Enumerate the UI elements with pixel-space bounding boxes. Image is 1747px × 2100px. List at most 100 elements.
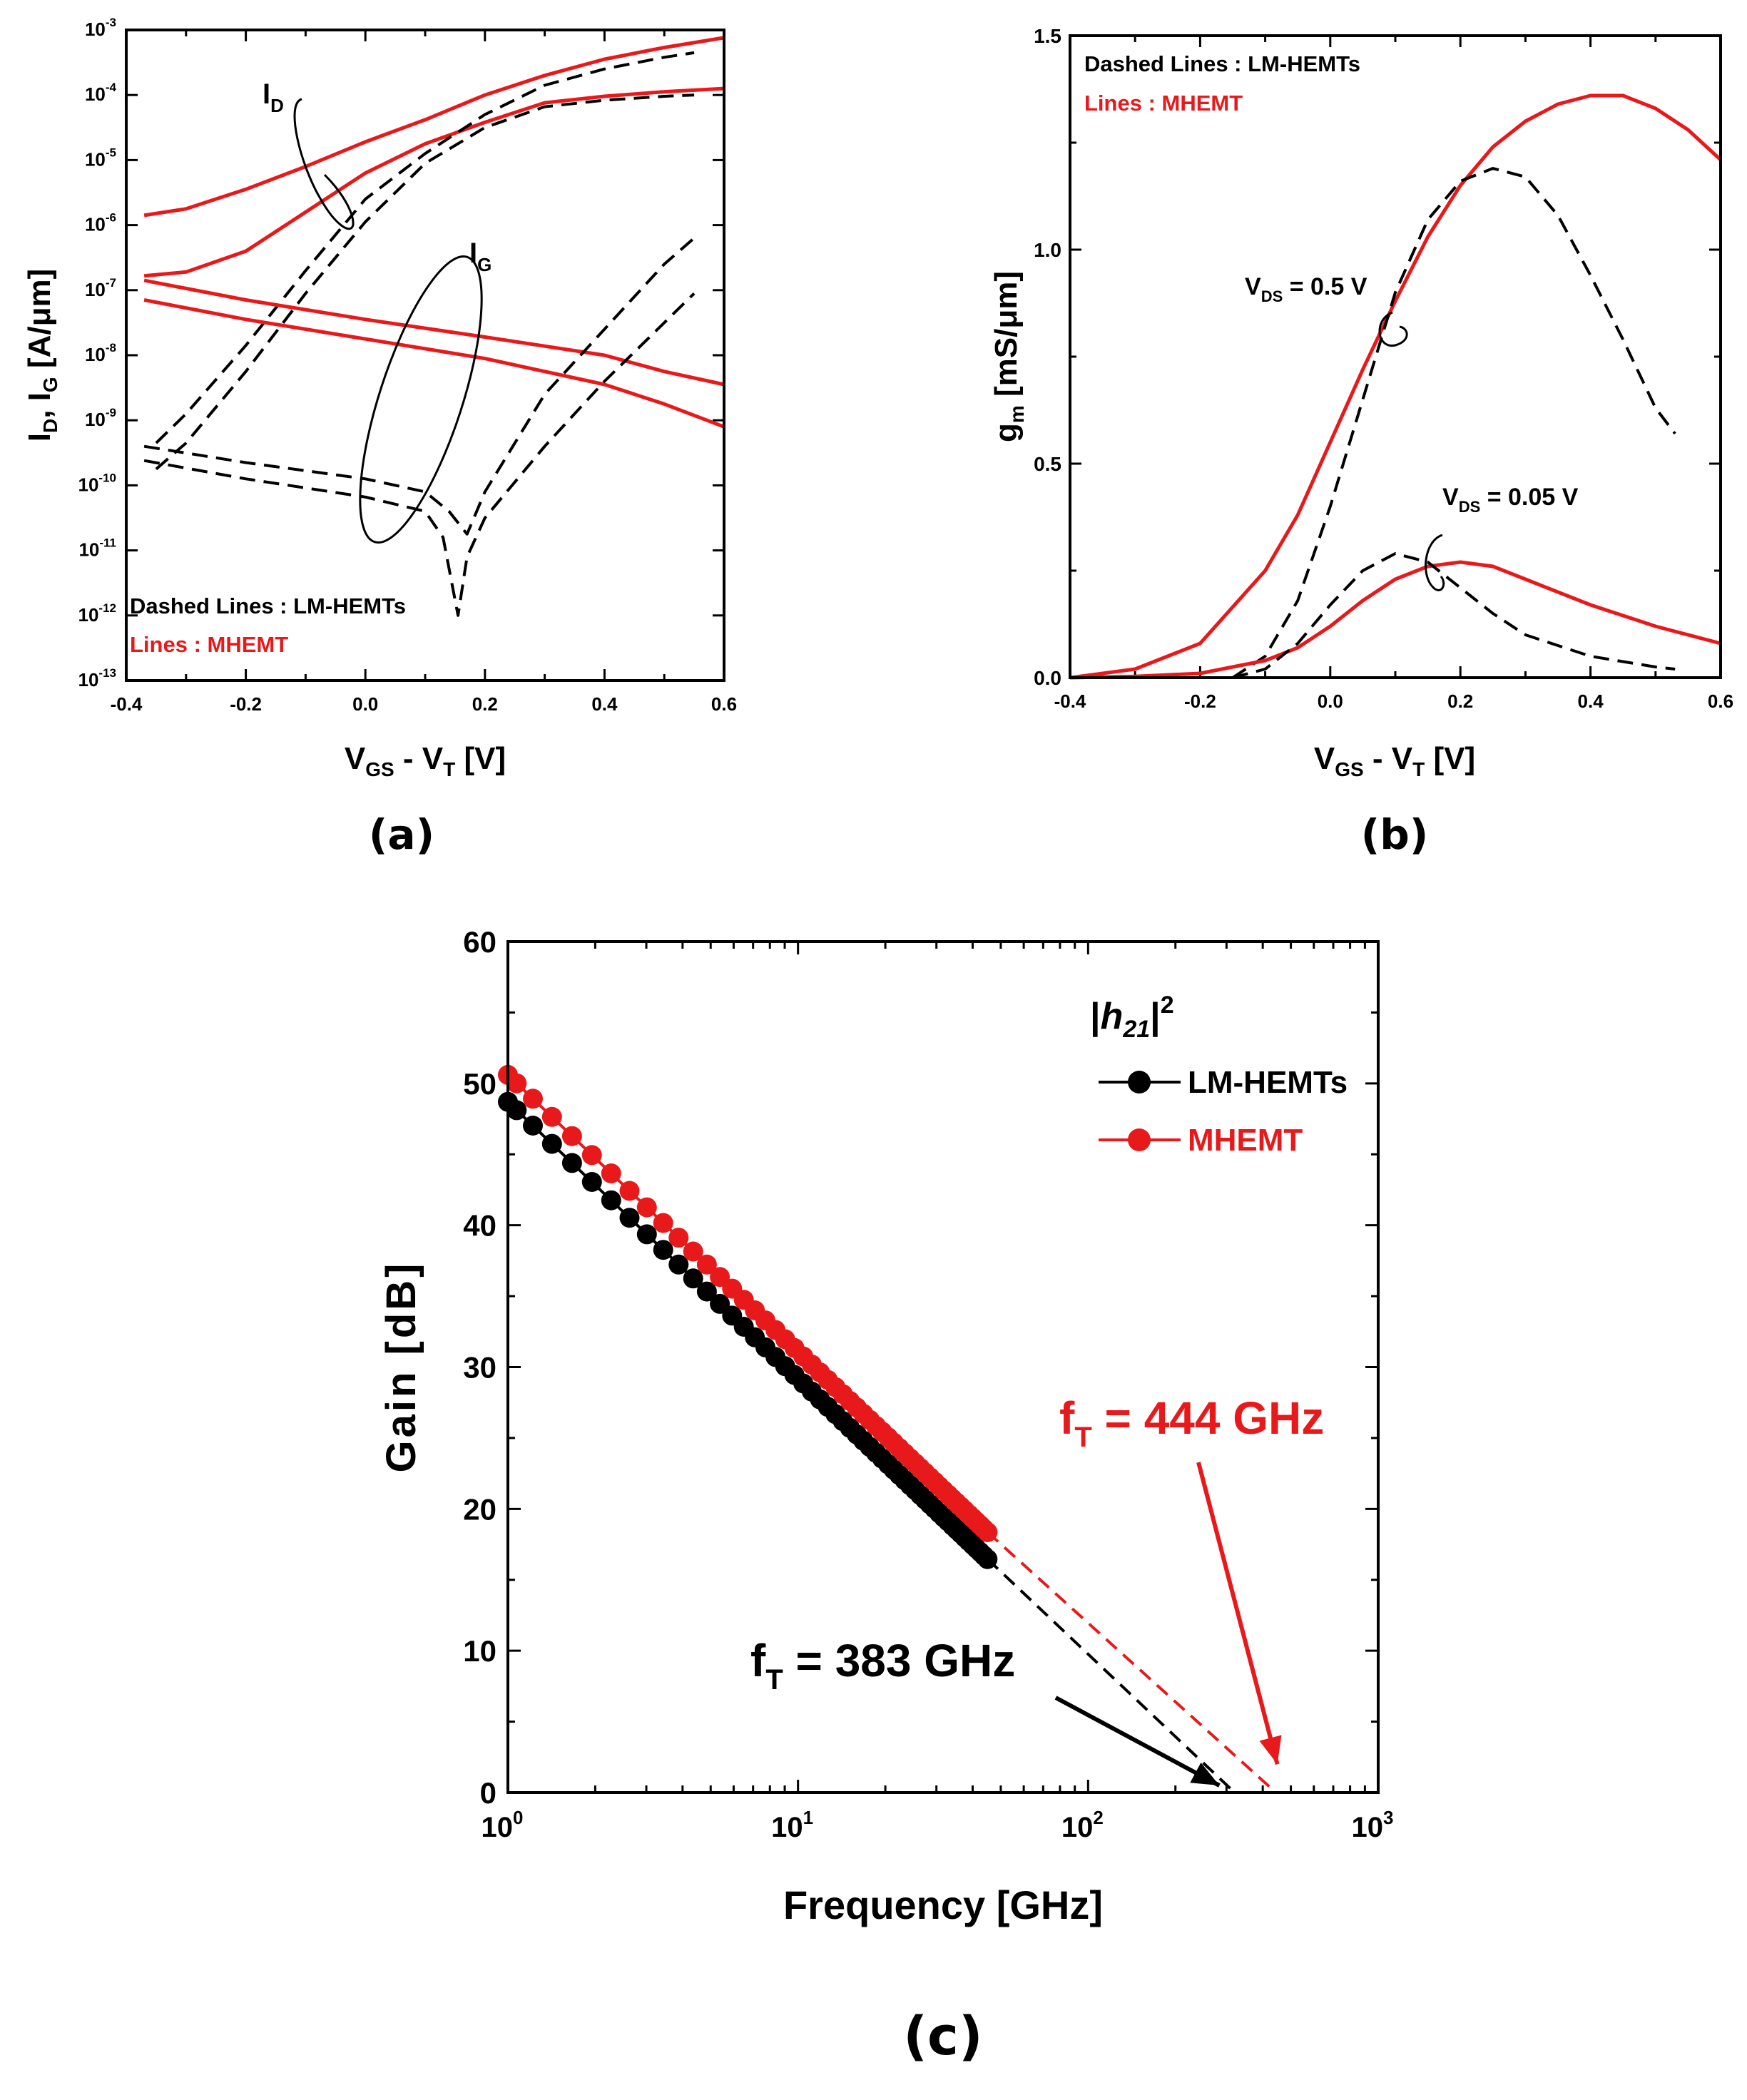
panel-a-y-axis-label: ID, IG [A/μm] xyxy=(22,269,61,442)
panel-c-x-tick-labels: 100 101 102 103 xyxy=(482,1807,1394,1843)
a-series-line xyxy=(143,86,725,278)
c-arrow-head xyxy=(1190,1762,1220,1786)
panel-a-ig-ellipse xyxy=(359,255,483,544)
c-data-point xyxy=(601,1190,621,1210)
b-series-line xyxy=(1231,167,1676,679)
panel-b-legend-dashed: Dashed Lines : LM-HEMTs xyxy=(1084,51,1360,76)
c-data-point xyxy=(977,1549,998,1569)
a-series-line xyxy=(155,51,695,444)
a-y-tick-label: 10-12 xyxy=(78,601,117,626)
panel-a-legend-lines: Lines : MHEMT xyxy=(130,632,288,657)
c-data-point xyxy=(696,1254,717,1275)
panel-b-frame xyxy=(1069,34,1722,679)
c-data-point xyxy=(506,1100,527,1121)
a-series-line xyxy=(143,298,725,429)
c-data-point xyxy=(696,1281,717,1302)
a-y-tick-label: 10-7 xyxy=(85,276,116,300)
panel-c-legend-lm-hemts: LM-HEMTs xyxy=(1099,1065,1348,1100)
b-x-tick-label: 0.2 xyxy=(1447,690,1473,712)
a-y-tick-label: 10-6 xyxy=(85,211,116,235)
a-y-tick-label: 10-5 xyxy=(85,146,116,170)
c-data-point xyxy=(653,1240,673,1260)
c-data-point xyxy=(601,1163,621,1183)
b-series-line xyxy=(1069,560,1721,680)
panel-b-vds1-marker xyxy=(1378,311,1408,347)
b-x-tick-label: 0.0 xyxy=(1318,690,1343,712)
panel-a-x-tick-labels: -0.4 -0.2 0.0 0.2 0.4 0.6 xyxy=(111,693,737,715)
c-x-tick-label: 103 xyxy=(1352,1807,1394,1843)
c-arrow-shaft xyxy=(1196,1462,1280,1765)
a-y-tick-label: 10-13 xyxy=(78,666,117,690)
c-data-point xyxy=(541,1133,562,1154)
panel-c-ft-mh-annotation: fT = 444 GHz xyxy=(1059,1392,1324,1453)
panel-a-x-axis-label: VGS - VT [V] xyxy=(345,741,506,780)
a-x-tick-label: 0.0 xyxy=(352,693,378,715)
panel-c-legend-lm-label: LM-HEMTs xyxy=(1188,1065,1348,1100)
c-arrow-shaft xyxy=(1054,1696,1221,1788)
panel-c-y-axis-label: Gain [dB] xyxy=(378,1261,424,1473)
panel-b-transconductance-plot: 0.0 0.5 1.0 1.5 -0.4 -0.2 0.0 0.2 0.4 0.6 VDS = … xyxy=(989,25,1733,859)
a-x-tick-label: -0.4 xyxy=(111,693,143,715)
a-series-line xyxy=(143,237,696,536)
panel-a-frame xyxy=(125,29,725,682)
panel-c-ft-arrows xyxy=(1054,1462,1282,1788)
panel-b-y-axis-label: gm [mS/μm] xyxy=(989,271,1028,442)
panel-c-ft-lm-annotation: fT = 383 GHz xyxy=(750,1635,1015,1696)
c-y-tick-label: 50 xyxy=(463,1067,496,1101)
panel-b-y-tick-labels: 0.0 0.5 1.0 1.5 xyxy=(1034,25,1061,689)
c-data-point xyxy=(653,1213,673,1233)
panel-b-vds-0p05-annotation: VDS = 0.05 V xyxy=(1442,484,1579,516)
c-y-tick-label: 30 xyxy=(463,1351,496,1385)
c-data-point xyxy=(506,1073,527,1094)
b-y-tick-label: 0.5 xyxy=(1034,453,1061,475)
b-x-tick-label: 0.6 xyxy=(1708,690,1733,712)
a-x-tick-label: -0.2 xyxy=(230,693,262,715)
panel-c-caption: (c) xyxy=(903,2006,983,2067)
panel-c-legend-mhemt: MHEMT xyxy=(1099,1123,1303,1158)
a-y-tick-label: 10-8 xyxy=(85,341,116,365)
panel-b-x-axis-label: VGS - VT [V] xyxy=(1314,741,1475,780)
a-y-tick-label: 10-11 xyxy=(78,536,116,561)
panel-a-caption: (a) xyxy=(369,810,434,859)
c-arrow-head xyxy=(1259,1735,1282,1765)
c-y-tick-label: 10 xyxy=(463,1634,496,1668)
a-x-tick-label: 0.4 xyxy=(591,693,618,715)
b-x-tick-label: -0.4 xyxy=(1054,690,1086,712)
panel-a-ticks xyxy=(125,29,725,682)
b-x-tick-label: -0.2 xyxy=(1184,690,1216,712)
panel-b-legend-lines: Lines : MHEMT xyxy=(1084,91,1243,116)
panel-a-id-bracket xyxy=(293,98,355,230)
panel-b-x-tick-labels: -0.4 -0.2 0.0 0.2 0.4 0.6 xyxy=(1054,690,1733,712)
panel-b-series xyxy=(1069,93,1722,680)
c-data-point xyxy=(523,1116,543,1136)
c-data-point xyxy=(636,1224,657,1245)
c-data-point xyxy=(619,1181,640,1201)
panel-b-vds-0p5-annotation: VDS = 0.5 V xyxy=(1245,273,1367,305)
c-y-tick-label: 20 xyxy=(463,1492,496,1526)
c-data-point xyxy=(683,1241,703,1262)
panel-b-caption: (b) xyxy=(1361,810,1429,859)
b-y-tick-label: 1.5 xyxy=(1034,25,1061,47)
a-y-tick-label: 10-4 xyxy=(85,81,117,105)
c-data-point xyxy=(523,1089,543,1109)
panel-c-x-axis-label: Frequency [GHz] xyxy=(783,1882,1103,1927)
panel-a-series xyxy=(143,36,725,617)
c-data-point xyxy=(636,1197,657,1218)
a-series-line xyxy=(143,278,725,387)
c-x-tick-label: 100 xyxy=(482,1807,524,1843)
b-x-tick-label: 0.4 xyxy=(1578,690,1604,712)
panel-c-series xyxy=(498,1064,1277,1794)
c-data-point xyxy=(668,1254,689,1275)
c-data-point xyxy=(668,1228,689,1248)
a-series-line xyxy=(143,292,696,617)
panel-c-y-tick-labels: 0 10 20 30 40 50 60 xyxy=(463,925,496,1810)
a-y-tick-label: 10-10 xyxy=(78,471,117,495)
a-y-tick-label: 10-9 xyxy=(85,406,116,430)
a-y-tick-label: 10-3 xyxy=(85,16,116,40)
panel-a-ig-annotation: IG xyxy=(469,238,491,275)
b-y-tick-label: 1.0 xyxy=(1034,239,1061,261)
panel-a-id-annotation: ID xyxy=(263,78,284,116)
a-x-tick-label: 0.2 xyxy=(472,693,498,715)
c-y-tick-label: 0 xyxy=(480,1776,496,1810)
